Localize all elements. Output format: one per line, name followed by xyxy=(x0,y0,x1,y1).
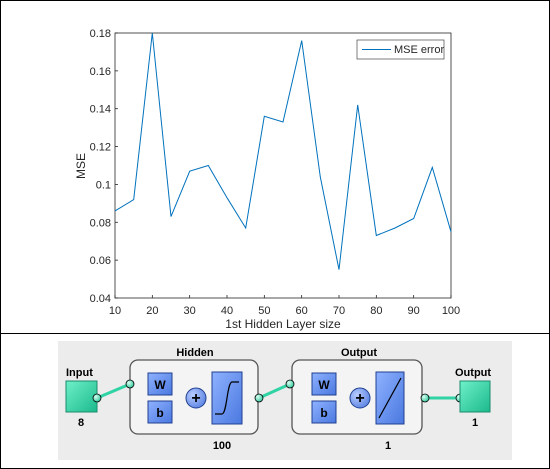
legend-entry-mse-error: MSE error xyxy=(394,44,444,56)
panel-divider xyxy=(0,333,550,334)
input-label: Input xyxy=(66,367,93,379)
data-point xyxy=(300,39,303,42)
output-label: Output xyxy=(455,367,491,379)
x-tick-label: 80 xyxy=(370,305,382,317)
data-point xyxy=(170,215,173,218)
output-sum-symbol: + xyxy=(355,390,364,407)
hidden-layer-label: Hidden xyxy=(176,347,214,359)
x-tick-label: 50 xyxy=(258,305,270,317)
output-layer-output-node xyxy=(420,393,430,403)
hidden-output-node xyxy=(254,393,264,403)
output-input-node xyxy=(285,379,295,389)
diagram-background xyxy=(58,341,512,460)
hidden-weight-symbol: W xyxy=(154,378,166,392)
network-diagram: Input 8 Hidden W b + 100 Output W b + 1 … xyxy=(58,341,512,460)
output-sum-node xyxy=(349,387,371,409)
data-point xyxy=(412,217,415,220)
x-tick-label: 70 xyxy=(333,305,345,317)
x-tick-label: 30 xyxy=(184,305,196,317)
hidden-weight-block xyxy=(147,372,173,396)
x-tick-label: 90 xyxy=(408,305,420,317)
data-point xyxy=(394,226,397,229)
hidden-sum-symbol: + xyxy=(191,390,200,407)
data-point xyxy=(151,32,154,35)
data-point xyxy=(207,164,210,167)
output-weight-symbol: W xyxy=(318,378,330,392)
data-point xyxy=(319,175,322,178)
legend-box xyxy=(356,39,445,60)
input-size: 8 xyxy=(78,417,84,429)
input-node xyxy=(92,393,102,403)
plot-area xyxy=(114,32,452,299)
data-point xyxy=(226,196,229,199)
data-point xyxy=(244,226,247,229)
linear-icon xyxy=(378,377,402,419)
y-tick-label: 0.1 xyxy=(96,179,111,191)
x-axis-ticks: 10 20 30 40 50 60 70 80 90 100 xyxy=(109,295,460,317)
output-size: 1 xyxy=(472,417,478,429)
x-axis-label: 1st Hidden Layer size xyxy=(225,317,341,331)
data-point xyxy=(375,234,378,237)
x-tick-label: 100 xyxy=(442,305,460,317)
data-point xyxy=(450,230,453,233)
x-tick-label: 20 xyxy=(146,305,158,317)
y-axis-ticks: 0.04 0.06 0.08 0.1 0.12 0.14 0.16 0.18 xyxy=(90,28,118,305)
data-point xyxy=(338,268,341,271)
y-tick-label: 0.04 xyxy=(90,293,111,305)
output-bias-block xyxy=(311,400,337,424)
series-line-mse-error xyxy=(114,32,452,270)
data-point xyxy=(431,166,434,169)
x-tick-label: 60 xyxy=(296,305,308,317)
x-tick-label: 10 xyxy=(109,305,121,317)
x-tick-label: 40 xyxy=(221,305,233,317)
output-square xyxy=(459,380,491,413)
y-tick-label: 0.16 xyxy=(90,66,111,78)
data-point xyxy=(114,209,117,212)
mse-line-chart: 10 20 30 40 50 60 70 80 90 100 0.04 0.06 0.08 0.1 0.1… xyxy=(74,28,460,331)
input-square xyxy=(65,380,98,413)
legend: MSE error xyxy=(356,39,445,60)
output-bias-symbol: b xyxy=(320,406,327,420)
sigmoid-icon xyxy=(215,381,239,415)
y-tick-label: 0.08 xyxy=(90,217,111,229)
output-layer-label: Output xyxy=(341,347,377,359)
data-point xyxy=(282,120,285,123)
hidden-layer-size: 100 xyxy=(213,440,231,452)
y-tick-label: 0.12 xyxy=(90,142,111,154)
data-point xyxy=(263,115,266,118)
data-point xyxy=(132,198,135,201)
hidden-sum-node xyxy=(185,387,207,409)
hidden-input-node xyxy=(125,379,135,389)
output-layer-size: 1 xyxy=(385,440,391,452)
data-point xyxy=(188,170,191,173)
hidden-bias-block xyxy=(147,400,173,424)
y-tick-label: 0.14 xyxy=(90,104,111,116)
hidden-bias-symbol: b xyxy=(156,406,163,420)
y-tick-label: 0.06 xyxy=(90,255,111,267)
data-point xyxy=(356,103,359,106)
y-axis-label: MSE xyxy=(74,153,88,179)
y-tick-label: 0.18 xyxy=(90,28,111,40)
output-weight-block xyxy=(311,372,337,396)
